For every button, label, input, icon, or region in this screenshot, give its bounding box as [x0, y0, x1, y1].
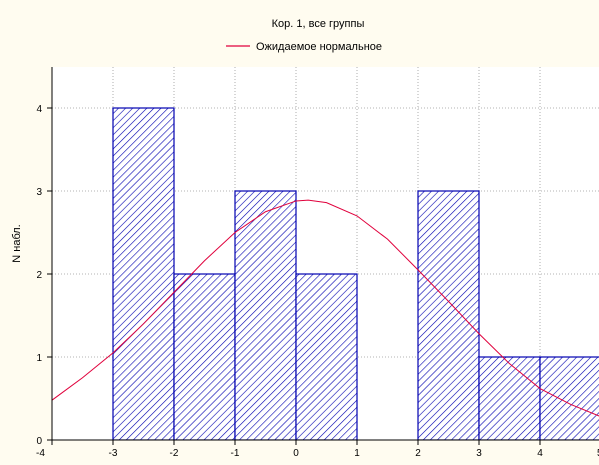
y-tick-label: 0: [36, 436, 42, 447]
histogram-bar: [478, 356, 541, 440]
x-tick-label: 4: [537, 448, 543, 459]
histogram-bar: [417, 190, 480, 440]
y-tick-labels: 0 1 2 3 4: [36, 104, 42, 447]
x-tick-label: 5: [597, 448, 599, 459]
normal-curve: [52, 199, 599, 417]
normal-curve-line: [52, 199, 599, 417]
axes: [47, 67, 599, 445]
x-tick-labels: -4 -3 -2 -1 0 1 2 3 4 5: [36, 448, 599, 459]
bars: [112, 107, 599, 440]
chart-title: Кор. 1, все группы: [272, 18, 365, 30]
x-tick-label: -3: [109, 448, 118, 459]
histogram-bar: [234, 190, 297, 440]
x-tick-label: 2: [415, 448, 421, 459]
histogram-bar: [295, 273, 358, 440]
y-tick-label: 3: [36, 187, 42, 198]
y-tick-label: 4: [36, 104, 42, 115]
y-tick-label: 2: [36, 270, 42, 281]
legend-label: Ожидаемое нормальное: [256, 41, 382, 53]
y-tick-label: 1: [36, 353, 42, 364]
legend: Ожидаемое нормальное: [226, 41, 382, 53]
x-tick-label: -1: [231, 448, 240, 459]
x-tick-label: 1: [354, 448, 360, 459]
histogram-bar: [539, 356, 599, 440]
x-tick-label: 3: [476, 448, 482, 459]
histogram-bar: [112, 107, 175, 440]
x-tick-label: -2: [170, 448, 179, 459]
y-axis-label: N набл.: [11, 224, 23, 262]
x-tick-label: -4: [36, 448, 45, 459]
histogram-bar: [173, 273, 236, 440]
x-tick-label: 0: [293, 448, 299, 459]
